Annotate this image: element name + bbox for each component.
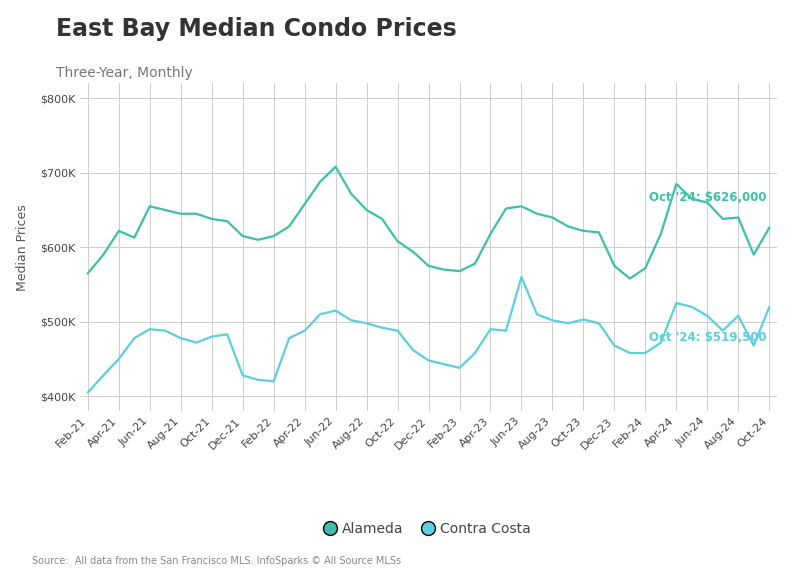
Text: Oct '24: $626,000: Oct '24: $626,000 bbox=[649, 191, 766, 204]
Y-axis label: Median Prices: Median Prices bbox=[16, 204, 29, 290]
Text: Source:  All data from the San Francisco MLS. InfoSparks © All Source MLSs: Source: All data from the San Francisco … bbox=[32, 557, 401, 566]
Text: Oct '24: $519,500: Oct '24: $519,500 bbox=[649, 331, 766, 344]
Text: Three-Year, Monthly: Three-Year, Monthly bbox=[56, 66, 193, 80]
Legend: Alameda, Contra Costa: Alameda, Contra Costa bbox=[321, 517, 536, 542]
Text: East Bay Median Condo Prices: East Bay Median Condo Prices bbox=[56, 17, 457, 41]
